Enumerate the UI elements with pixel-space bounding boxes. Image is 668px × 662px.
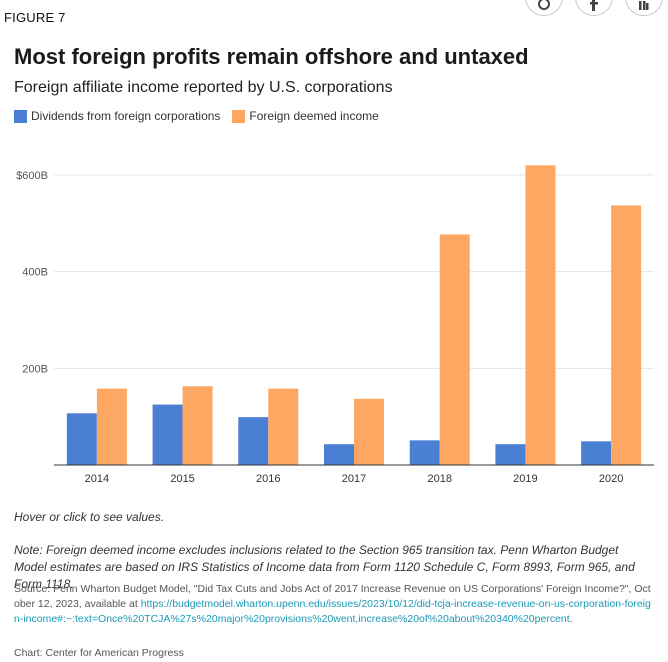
x-tick-label: 2019 [513, 473, 537, 485]
facebook-share-button[interactable] [575, 0, 613, 16]
source-text: Source: Penn Wharton Budget Model, "Did … [14, 582, 654, 627]
bar-deemed-income[interactable] [268, 388, 299, 465]
legend-label-dividends: Dividends from foreign corporations [31, 109, 221, 123]
bar-deemed-income[interactable] [182, 386, 213, 465]
bar-dividends[interactable] [495, 444, 526, 465]
linkedin-share-button[interactable] [625, 0, 663, 16]
twitter-share-button[interactable] [525, 0, 563, 16]
source-suffix: . [569, 613, 573, 625]
chart-credit: Chart: Center for American Progress [14, 647, 184, 659]
bar-deemed-income[interactable] [354, 398, 384, 465]
x-tick-label: 2018 [427, 473, 451, 485]
source-link[interactable]: https://budgetmodel.wharton.upenn.edu/is… [14, 598, 651, 625]
legend-swatch-dividends [14, 109, 27, 123]
x-tick-label: 2017 [342, 473, 366, 485]
chart-note: Note: Foreign deemed income excludes inc… [14, 543, 635, 591]
bar-dividends[interactable] [409, 440, 440, 465]
chart-title: Most foreign profits remain offshore and… [14, 44, 529, 69]
twitter-icon [538, 0, 550, 10]
bar-dividends[interactable] [152, 404, 183, 465]
legend: Dividends from foreign corporations Fore… [14, 109, 379, 123]
legend-label-deemed-income: Foreign deemed income [249, 109, 379, 123]
x-tick-label: 2016 [256, 473, 280, 485]
bar-deemed-income[interactable] [611, 205, 642, 465]
bar-dividends[interactable] [324, 444, 354, 465]
legend-swatch-deemed-income [232, 109, 246, 123]
facebook-icon [590, 0, 598, 11]
y-tick-label: $600B [16, 170, 48, 182]
hover-note: Hover or click to see values. [14, 510, 165, 524]
bar-dividends[interactable] [581, 441, 612, 465]
y-tick-label: 400B [22, 267, 48, 279]
bar-deemed-income[interactable] [525, 165, 556, 466]
x-tick-label: 2015 [170, 473, 194, 485]
bar-dividends[interactable] [238, 417, 269, 465]
legend-item-dividends[interactable]: Dividends from foreign corporations [14, 109, 220, 123]
chart-subtitle: Foreign affiliate income reported by U.S… [14, 79, 393, 96]
bar-chart[interactable]: 200B 400B $600B 2014 2015 2016 2017 2018 2019 202… [0, 150, 668, 495]
y-tick-label: 200B [22, 363, 48, 375]
bar-dividends[interactable] [66, 413, 97, 465]
bar-deemed-income[interactable] [439, 234, 470, 465]
source-prefix: Source: Penn Wharton Budget Model, "Did … [14, 583, 651, 610]
x-tick-label: 2014 [85, 473, 109, 485]
figure-label: FIGURE 7 [4, 10, 66, 25]
bar-deemed-income[interactable] [96, 388, 127, 465]
linkedin-icon [639, 1, 649, 10]
legend-item-deemed-income[interactable]: Foreign deemed income [232, 109, 379, 123]
x-tick-label: 2020 [599, 473, 623, 485]
